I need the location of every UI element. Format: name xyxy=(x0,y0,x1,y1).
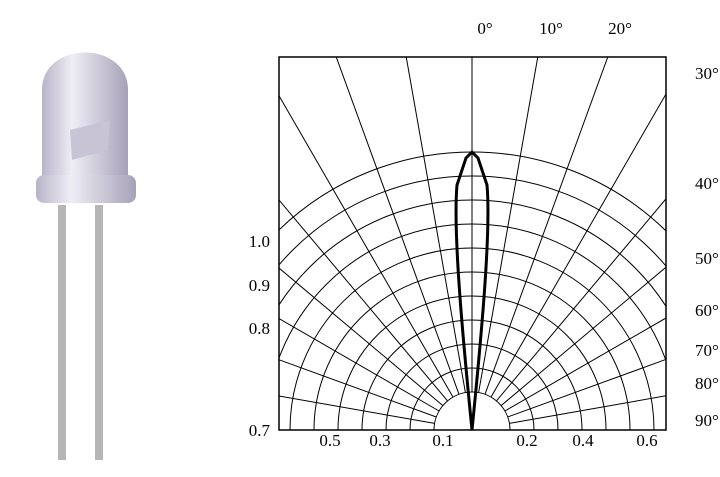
angle-label: 80° xyxy=(695,374,719,393)
scale-label: 0.6 xyxy=(636,431,657,450)
grid-ray xyxy=(505,80,720,411)
angle-label: 30° xyxy=(695,64,719,83)
scale-label: 0.5 xyxy=(319,431,340,450)
angle-label: 70° xyxy=(695,341,719,360)
grid-ray xyxy=(479,0,594,393)
led-lead xyxy=(95,205,103,460)
page: 0° 10° 20° 30° 40° 50° 60° 70° 80° 90° 1.0 0.9 0.8 0.… xyxy=(0,0,720,477)
led-rim xyxy=(36,175,136,203)
scale-label: 0.2 xyxy=(516,431,537,450)
led-photo xyxy=(36,53,136,461)
grid-ray xyxy=(350,0,465,393)
scale-label: 0.3 xyxy=(369,431,390,450)
angle-label: 50° xyxy=(695,249,719,268)
scale-label: 0.7 xyxy=(249,421,271,440)
grid-ray xyxy=(501,0,720,406)
angle-label: 0° xyxy=(477,19,492,38)
angle-label: 60° xyxy=(695,301,719,320)
scale-label: 1.0 xyxy=(249,232,270,251)
angle-label: 40° xyxy=(695,174,719,193)
angle-label: 10° xyxy=(539,19,563,38)
grid-ray xyxy=(496,0,720,401)
scale-label: 0.8 xyxy=(249,319,270,338)
scale-label: 0.4 xyxy=(572,431,594,450)
grid-ray xyxy=(509,308,720,423)
figure: 0° 10° 20° 30° 40° 50° 60° 70° 80° 90° 1.0 0.9 0.8 0.… xyxy=(0,0,720,477)
led-lead xyxy=(58,205,66,460)
led-body xyxy=(42,53,128,181)
scale-label: 0.1 xyxy=(432,431,453,450)
grid-ray xyxy=(508,191,720,417)
scale-label: 0.9 xyxy=(249,276,270,295)
grid-ray xyxy=(491,0,720,397)
angle-label: 90° xyxy=(695,411,719,430)
angle-label: 20° xyxy=(608,19,632,38)
